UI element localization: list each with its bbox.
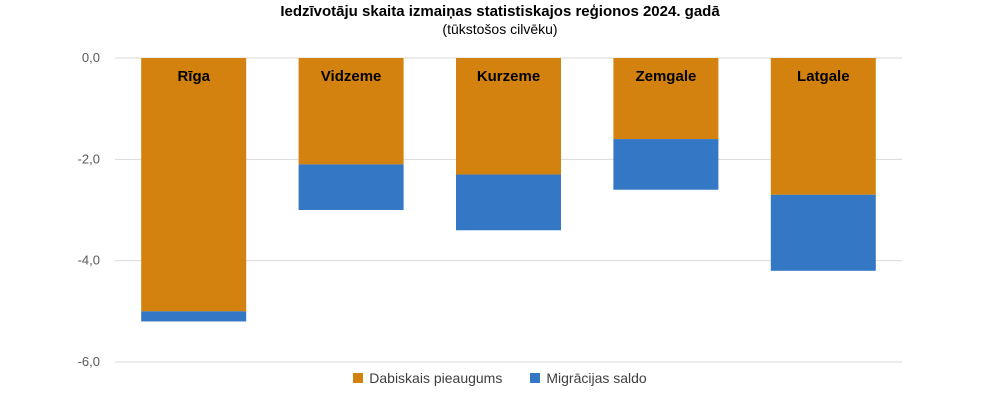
y-tick-label: 0,0 bbox=[82, 50, 100, 65]
legend-label-migracijas: Migrācijas saldo bbox=[546, 370, 647, 386]
bar-segment bbox=[770, 58, 876, 195]
chart-title: Iedzīvotāju skaita izmaiņas statistiskaj… bbox=[280, 3, 720, 20]
y-tick-label: -6,0 bbox=[78, 354, 100, 369]
legend-swatch-migracijas bbox=[530, 373, 541, 383]
y-tick-label: -4,0 bbox=[78, 253, 100, 268]
legend-label-dabiskais: Dabiskais pieaugums bbox=[369, 370, 503, 386]
legend-item-dabiskais: Dabiskais pieaugums bbox=[353, 370, 502, 386]
category-label: Vidzeme bbox=[321, 68, 382, 85]
category-label: Latgale bbox=[797, 68, 850, 85]
category-label: Kurzeme bbox=[477, 68, 540, 85]
bar-segment bbox=[613, 139, 719, 190]
legend: Dabiskais pieaugums Migrācijas saldo bbox=[0, 370, 1000, 386]
bar-segment bbox=[613, 58, 719, 140]
bar-segment bbox=[770, 194, 876, 271]
category-label: Zemgale bbox=[635, 68, 696, 85]
bar-segment bbox=[141, 58, 247, 312]
legend-swatch-dabiskais bbox=[353, 373, 364, 383]
chart-subtitle: (tūkstošos cilvēku) bbox=[442, 21, 558, 37]
category-label: Rīga bbox=[177, 68, 210, 85]
y-tick-label: -2,0 bbox=[78, 151, 100, 166]
bar-segment bbox=[298, 58, 404, 165]
legend-item-migracijas: Migrācijas saldo bbox=[530, 370, 647, 386]
bar-segment bbox=[141, 311, 247, 322]
bar-segment bbox=[456, 174, 561, 231]
bar-segment bbox=[456, 58, 561, 175]
bar-segment bbox=[298, 164, 404, 210]
